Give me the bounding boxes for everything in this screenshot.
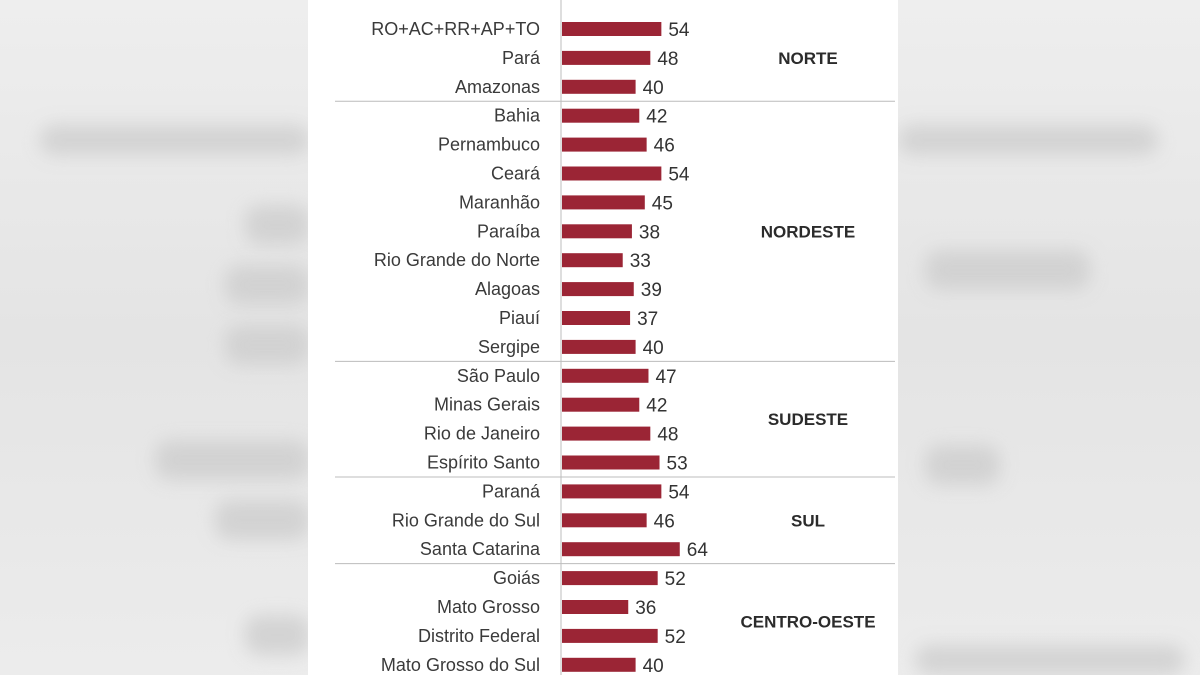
value-label: 40 (643, 78, 664, 99)
value-label: 54 (668, 165, 690, 186)
bar (562, 166, 662, 181)
category-label: Espírito Santo (427, 453, 540, 473)
blurred-shape (925, 445, 1000, 485)
region-separators (335, 100, 895, 565)
bar (562, 628, 658, 643)
bar-series (562, 22, 680, 672)
bar (562, 542, 680, 557)
category-label: São Paulo (457, 366, 540, 386)
region-label: CENTRO-OESTE (740, 612, 875, 631)
bar (562, 195, 645, 210)
blurred-shape (898, 125, 1158, 155)
value-label: 45 (652, 193, 673, 214)
value-label: 48 (657, 425, 678, 446)
category-label: Rio de Janeiro (424, 424, 540, 444)
bar (562, 513, 647, 528)
region-label: NORDESTE (761, 222, 855, 241)
value-label: 42 (646, 396, 667, 417)
value-label: 47 (655, 367, 676, 388)
value-label: 64 (687, 540, 709, 561)
category-label: Sergipe (478, 337, 540, 357)
blurred-shape (215, 500, 310, 540)
category-label: Alagoas (475, 279, 540, 299)
category-label: Minas Gerais (434, 395, 540, 415)
category-label: Ceará (491, 164, 541, 184)
bar (562, 253, 623, 268)
value-label: 38 (639, 222, 660, 243)
category-label: Goiás (493, 568, 540, 588)
blurred-shape (925, 250, 1090, 290)
blurred-shape (225, 325, 310, 365)
category-label: Piauí (499, 308, 540, 328)
value-label: 52 (665, 627, 686, 648)
value-label: 37 (637, 309, 658, 330)
bar (562, 311, 631, 325)
category-label: Distrito Federal (418, 626, 540, 646)
region-labels: NORTE NORDESTE SUDESTE SUL CENTRO-OESTE (740, 49, 875, 632)
category-label: Paraná (482, 481, 541, 501)
blurred-shape (245, 615, 310, 655)
category-label: RO+AC+RR+AP+TO (371, 19, 540, 39)
value-label: 40 (643, 338, 664, 359)
bar (562, 571, 658, 586)
bar (562, 108, 640, 123)
category-label: Rio Grande do Norte (374, 250, 540, 270)
bar (562, 455, 660, 470)
blurred-shape (225, 265, 310, 305)
value-label: 52 (665, 569, 686, 590)
value-labels: 5448404246544538333937404742485354466452… (630, 20, 709, 675)
bar (562, 22, 662, 36)
value-label: 40 (643, 656, 664, 675)
category-label: Pará (502, 48, 541, 68)
category-label: Amazonas (455, 77, 540, 97)
bar (562, 368, 649, 383)
bar (562, 79, 636, 94)
category-label: Bahia (494, 106, 541, 126)
category-label: Paraíba (477, 221, 541, 241)
value-label: 42 (646, 107, 667, 128)
region-label: SUDESTE (768, 410, 848, 429)
bar (562, 397, 640, 412)
bar (562, 426, 651, 441)
value-label: 46 (654, 136, 675, 157)
blurred-shape (40, 125, 310, 155)
blurred-shape (155, 440, 310, 480)
bar (562, 50, 651, 65)
bar (562, 600, 629, 614)
region-label: NORTE (778, 49, 838, 68)
value-label: 39 (641, 280, 662, 301)
value-label: 48 (657, 49, 678, 70)
value-label: 54 (668, 20, 690, 41)
category-label: Pernambuco (438, 135, 540, 155)
bar (562, 282, 634, 297)
category-label: Santa Catarina (420, 539, 541, 559)
category-label: Maranhão (459, 192, 540, 212)
region-label: SUL (791, 511, 825, 530)
value-label: 46 (654, 511, 675, 532)
value-label: 54 (668, 482, 690, 503)
bar (562, 339, 636, 354)
value-label: 53 (667, 454, 688, 475)
category-label: Rio Grande do Sul (392, 510, 540, 530)
bar (562, 484, 662, 499)
category-label: Mato Grosso do Sul (381, 655, 540, 675)
blurred-shape (915, 645, 1185, 675)
bar (562, 657, 636, 672)
category-label: Mato Grosso (437, 597, 540, 617)
bar (562, 224, 632, 239)
value-label: 36 (635, 598, 656, 619)
category-labels: RO+AC+RR+AP+TO Pará Amazonas Bahia Pernambuc… (371, 19, 541, 675)
bar (562, 137, 647, 152)
blurred-shape (245, 205, 310, 245)
value-label: 33 (630, 251, 651, 272)
